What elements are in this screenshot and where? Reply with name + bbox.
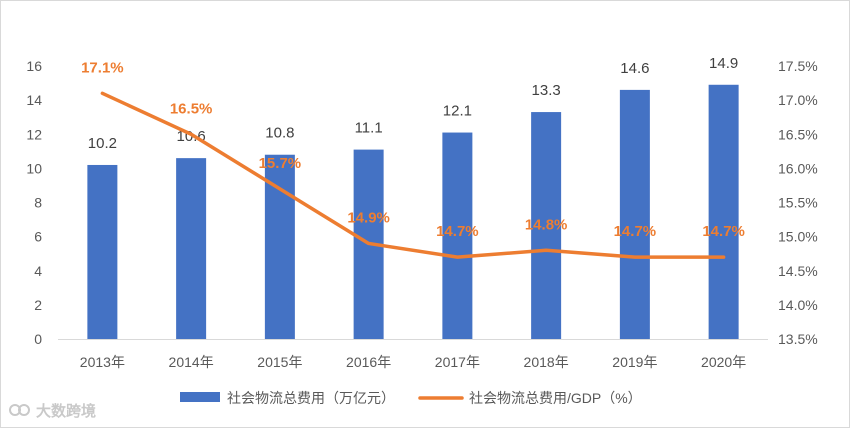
bar-data-label: 10.2 — [88, 135, 117, 152]
bar-data-label: 11.1 — [355, 120, 383, 137]
line-series — [100, 91, 726, 259]
x-axis-tick-label: 2019年 — [612, 354, 657, 370]
bar — [442, 132, 473, 339]
left-axis-tick-label: 4 — [34, 263, 42, 279]
x-axis-tick-label: 2014年 — [169, 354, 214, 370]
line-data-label: 15.7% — [259, 155, 302, 172]
legend-bar-label: 社会物流总费用（万亿元） — [227, 390, 395, 406]
right-axis-tick-label: 14.5% — [778, 263, 818, 279]
bar — [264, 154, 295, 339]
x-axis-tick-label: 2020年 — [701, 354, 746, 370]
left-axis-tick-label: 12 — [26, 126, 42, 142]
right-axis-tick-label: 16.5% — [778, 126, 818, 142]
line-data-label: 14.9% — [347, 209, 390, 226]
left-axis-tick-label: 0 — [34, 331, 42, 347]
left-axis-tick-label: 2 — [34, 297, 42, 313]
bar-data-label: 10.8 — [265, 125, 294, 142]
line-data-labels: 17.1% 16.5% 15.7% 14.9% 14.7% 14.8% 14.7% 14.7% — [81, 59, 745, 240]
bar — [531, 112, 562, 339]
line-data-label: 14.7% — [614, 223, 657, 240]
x-axis-tick-label: 2016年 — [346, 354, 391, 370]
right-axis-tick-label: 16.0% — [778, 160, 818, 176]
left-axis-tick-label: 6 — [34, 229, 42, 245]
legend-bar-swatch — [180, 392, 220, 402]
legend-line-label: 社会物流总费用/GDP（%） — [469, 390, 642, 406]
right-axis-tick-label: 14.0% — [778, 297, 818, 313]
legend: 社会物流总费用（万亿元） 社会物流总费用/GDP（%） — [180, 390, 642, 406]
right-axis-tick-label: 17.0% — [778, 92, 818, 108]
left-axis-tick-label: 14 — [26, 92, 42, 108]
bar — [87, 164, 118, 339]
right-axis-tick-label: 15.5% — [778, 195, 818, 211]
left-axis-tick-label: 8 — [34, 195, 42, 211]
x-axis-tick-label: 2018年 — [524, 354, 569, 370]
x-axis-tick-label: 2015年 — [257, 354, 302, 370]
bar-data-label: 13.3 — [532, 82, 561, 99]
bar-data-label: 14.9 — [709, 55, 738, 72]
line-data-label: 14.8% — [525, 216, 568, 233]
x-axis-tick-label: 2017年 — [435, 354, 480, 370]
left-axis-tick-label: 10 — [26, 160, 42, 176]
bar — [619, 89, 650, 339]
line-data-label: 14.7% — [436, 223, 479, 240]
x-axis-tick-label: 2013年 — [80, 354, 125, 370]
line-path — [100, 91, 726, 259]
left-axis: 0 2 4 6 8 10 12 14 16 — [26, 58, 42, 347]
line-data-label: 17.1% — [81, 59, 124, 76]
x-axis-tick-labels: 2013年 2014年 2015年 2016年 2017年 2018年 2019年 2020年 — [80, 354, 746, 370]
line-data-label: 16.5% — [170, 100, 213, 117]
right-axis-tick-label: 17.5% — [778, 58, 818, 74]
line-data-label: 14.7% — [702, 223, 745, 240]
bar-data-labels: 10.2 10.6 10.8 11.112.113.314.6 14.9 — [88, 55, 738, 152]
bar-data-label: 12.1 — [443, 103, 472, 120]
bar-data-label: 14.6 — [620, 60, 649, 77]
bar — [176, 158, 207, 339]
bar — [708, 84, 739, 339]
right-axis-tick-label: 15.0% — [778, 229, 818, 245]
right-axis: 13.5% 14.0% 14.5% 15.0% 15.5% 16.0% 16.5% 17.0%… — [778, 58, 818, 347]
left-axis-tick-label: 16 — [26, 58, 42, 74]
right-axis-tick-label: 13.5% — [778, 331, 818, 347]
bar-series — [87, 84, 739, 339]
